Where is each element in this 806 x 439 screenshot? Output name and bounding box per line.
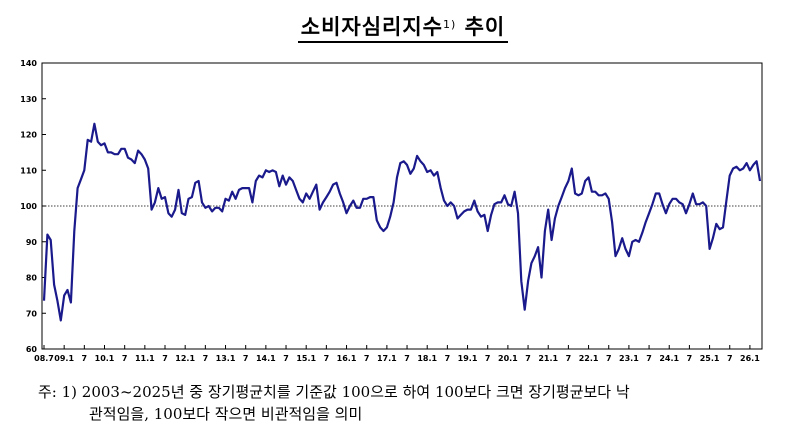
title-suffix: 추이 (456, 15, 506, 39)
title-footnote-mark: 1) (443, 18, 457, 31)
x-tick-label: 7 (485, 354, 491, 363)
x-tick-label: 08.7 (34, 354, 54, 363)
y-tick-label: 130 (20, 95, 37, 104)
footnote-line-2: 관적임을, 100보다 작으면 비관적임을 의미 (89, 405, 363, 423)
y-tick-label: 60 (26, 345, 38, 354)
x-tick-label: 7 (283, 354, 289, 363)
x-tick-label: 7 (525, 354, 531, 363)
x-tick-label: 17.1 (377, 354, 397, 363)
x-tick-label: 15.1 (296, 354, 316, 363)
x-tick-label: 25.1 (700, 354, 720, 363)
x-tick-label: 7 (82, 354, 88, 363)
y-tick-label: 140 (20, 59, 37, 68)
x-tick-label: 18.1 (417, 354, 437, 363)
x-tick-label: 13.1 (216, 354, 236, 363)
y-tick-label: 90 (26, 238, 38, 247)
x-tick-label: 26.1 (740, 354, 760, 363)
x-tick-label: 7 (404, 354, 410, 363)
x-tick-label: 09.1 (54, 354, 74, 363)
x-tick-label: 7 (727, 354, 733, 363)
x-tick-label: 21.1 (538, 354, 558, 363)
x-tick-label: 7 (606, 354, 612, 363)
x-tick-label: 22.1 (579, 354, 599, 363)
x-tick-label: 7 (566, 354, 572, 363)
x-tick-label: 7 (364, 354, 370, 363)
x-tick-label: 7 (324, 354, 330, 363)
line-chart: 60 70 80 90 100 110 120 130 140 08.7 09.1 7 10.1 7 11.… (20, 59, 763, 363)
y-tick-label: 110 (20, 166, 37, 175)
title-text: 소비자심리지수1) 추이 (297, 14, 509, 43)
x-tick-label: 12.1 (175, 354, 195, 363)
x-tick-label: 7 (122, 354, 128, 363)
title-main: 소비자심리지수 (300, 15, 443, 39)
footnote-line-1: 주: 1) 2003~2025년 중 장기평균치를 기준값 100으로 하여 1… (38, 383, 630, 401)
x-tick-label: 7 (646, 354, 652, 363)
x-tick-label: 14.1 (256, 354, 276, 363)
y-tick-label: 80 (26, 274, 38, 283)
x-tick-label: 16.1 (337, 354, 357, 363)
x-tick-label: 7 (203, 354, 209, 363)
x-tick-label: 19.1 (458, 354, 478, 363)
x-tick-label: 20.1 (498, 354, 518, 363)
x-tick-label: 10.1 (95, 354, 115, 363)
x-tick-label: 7 (162, 354, 168, 363)
x-tick-label: 11.1 (135, 354, 155, 363)
x-tick-label: 24.1 (659, 354, 679, 363)
x-tick-label: 7 (243, 354, 249, 363)
y-tick-label: 120 (20, 131, 37, 140)
footnote: 주: 1) 2003~2025년 중 장기평균치를 기준값 100으로 하여 1… (38, 381, 630, 425)
x-tick-label: 23.1 (619, 354, 639, 363)
y-tick-label: 70 (26, 309, 38, 318)
x-tick-label: 7 (445, 354, 451, 363)
csi-series-line (42, 122, 762, 322)
chart-title: 소비자심리지수1) 추이 (0, 14, 806, 43)
x-tick-label: 7 (687, 354, 693, 363)
y-tick-label: 100 (20, 202, 37, 211)
